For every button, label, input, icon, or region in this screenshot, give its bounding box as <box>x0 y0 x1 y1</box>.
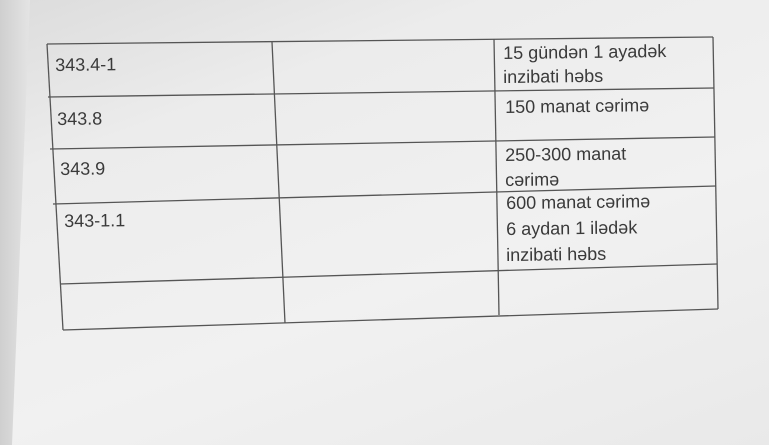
grid-line <box>271 41 286 324</box>
table-cell-penalty: 6 aydan 1 ilədək <box>506 217 638 239</box>
table-cell-penalty: inzibati həbs <box>503 65 604 87</box>
grid-line <box>52 185 717 205</box>
grid-line <box>47 87 715 98</box>
grid-line <box>46 43 64 331</box>
grid-line <box>49 136 716 150</box>
grid-line <box>46 36 714 45</box>
table-cell-penalty: 15 gündən 1 ayadək <box>503 41 667 63</box>
grid-line <box>62 308 719 331</box>
table-cell-code: 343-1.1 <box>64 210 126 231</box>
table-cell-code: 343.9 <box>60 158 106 179</box>
table-cell-code: 343.4-1 <box>55 54 117 75</box>
table-cell-penalty: 600 manat cərimə <box>506 191 651 213</box>
grid-line <box>493 38 500 316</box>
table-cell-penalty: inzibati həbs <box>506 243 607 265</box>
table-cell-penalty: 150 manat cərimə <box>505 95 650 117</box>
grid-line <box>59 263 718 285</box>
table-cell-code: 343.8 <box>57 108 103 129</box>
table-cell-penalty: 250-300 manat <box>505 143 627 165</box>
grid-line <box>712 36 719 310</box>
